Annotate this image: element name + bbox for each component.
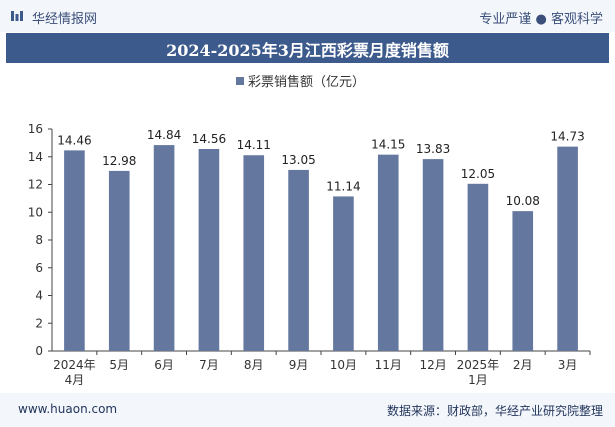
data-label: 12.98 (102, 154, 136, 168)
x-tick-label: 8月 (244, 358, 264, 372)
footer-url: www.huaon.com (18, 402, 118, 416)
data-label: 14.56 (192, 132, 226, 146)
data-label: 11.14 (326, 179, 360, 193)
y-tick-label: 6 (35, 261, 43, 275)
legend: 彩票销售额（亿元） (236, 74, 365, 90)
x-tick-label: 2024年 4月 (53, 358, 96, 387)
plot-area: 0 2 4 6 8 10 12 14 16 14.46 2024年 4月 12.98 5月 14.84 6月 1… (28, 122, 591, 387)
y-tick-label: 12 (28, 178, 43, 192)
legend-swatch (236, 77, 244, 85)
top-bar: 华经情报网 专业严谨 ● 客观科学 (0, 0, 615, 32)
x-tick-label: 6月 (154, 358, 174, 372)
x-tick-label: 12月 (419, 358, 446, 372)
x-tick-label: 10月 (330, 358, 357, 372)
footer-bar: www.huaon.com 数据来源：财政部，华经产业研究院整理 (0, 393, 615, 427)
bar (512, 211, 534, 351)
brand-name: 华经情报网 (32, 12, 98, 27)
bar (64, 150, 85, 351)
chart-title: 2024-2025年3月江西彩票月度销售额 (166, 41, 449, 60)
title-bar: 2024-2025年3月江西彩票月度销售额 (6, 33, 609, 63)
bar (153, 145, 175, 351)
y-tick-label: 8 (35, 233, 43, 247)
x-tick-label: 2月 (513, 358, 533, 372)
data-label: 14.11 (237, 138, 271, 152)
bar (243, 155, 265, 351)
bar-chart: 彩票销售额（亿元） 0 2 4 6 8 10 12 14 16 14.46 2024年 4月 12.98… (28, 74, 591, 387)
x-tick-label: 5月 (109, 358, 129, 372)
data-label: 14.73 (550, 130, 584, 144)
bar (198, 148, 220, 351)
data-label: 14.15 (371, 138, 405, 152)
data-label: 13.05 (281, 153, 315, 167)
y-tick-label: 2 (35, 316, 43, 330)
bar (467, 183, 489, 351)
y-tick-label: 4 (35, 289, 43, 303)
bar (422, 159, 444, 351)
x-tick-label: 2025年 1月 (457, 358, 500, 387)
y-tick-label: 14 (28, 150, 43, 164)
legend-label: 彩票销售额（亿元） (248, 74, 365, 90)
bar (288, 169, 309, 351)
y-tick-label: 16 (28, 122, 43, 136)
x-tick-label: 3月 (558, 358, 578, 372)
bar (377, 154, 399, 351)
data-label: 14.84 (147, 128, 181, 142)
x-tick-label: 9月 (289, 358, 309, 372)
data-label: 10.08 (506, 194, 540, 208)
x-tick-label: 11月 (375, 358, 402, 372)
bar (333, 196, 354, 351)
bar (557, 146, 578, 351)
data-label: 14.46 (57, 133, 91, 147)
data-label: 12.05 (461, 167, 495, 181)
y-tick-label: 0 (35, 344, 43, 358)
x-tick-label: 7月 (199, 358, 219, 372)
bar (108, 170, 130, 351)
footer-source: 数据来源：财政部，华经产业研究院整理 (386, 404, 603, 418)
brand-tagline: 专业严谨 ● 客观科学 (479, 12, 603, 27)
data-label: 13.83 (416, 142, 450, 156)
y-tick-label: 10 (28, 205, 43, 219)
brand-logo-icon (11, 11, 23, 21)
